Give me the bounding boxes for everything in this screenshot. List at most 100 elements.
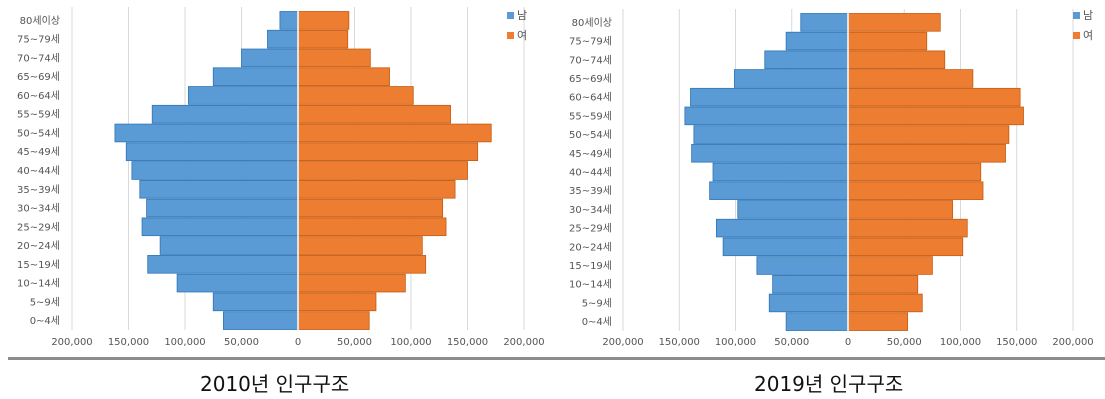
y-category-label: 10~14세 <box>569 279 612 291</box>
x-tick-label: 50,000 <box>774 337 809 348</box>
bar-male <box>690 87 849 107</box>
bar-female <box>297 198 444 218</box>
x-tick-label: 50,000 <box>887 337 922 348</box>
y-category-label: 10~14세 <box>17 278 60 290</box>
bar-female <box>297 217 447 237</box>
legend-label-female: 여 <box>1083 29 1093 42</box>
pyramid-chart-2019: 200,000 150,000 100,000 50,000 0 50,000 100,00… <box>569 9 1094 348</box>
y-category-label: 5~9세 <box>30 296 60 308</box>
y-category-label: 60~64세 <box>569 92 612 104</box>
bar-female <box>297 67 390 86</box>
bar-female <box>847 87 1021 107</box>
bar-male <box>712 162 849 182</box>
bar-male <box>785 312 849 331</box>
bar-female <box>297 161 468 180</box>
x-tick-label: 150,000 <box>447 337 488 348</box>
y-category-label: 60~64세 <box>17 90 60 102</box>
legend-swatch-male <box>507 12 514 19</box>
y-category-label: 70~74세 <box>17 52 60 64</box>
bar-male <box>151 104 299 124</box>
bar-male <box>691 144 849 163</box>
y-category-label: 20~24세 <box>569 241 612 253</box>
bar-male <box>772 274 849 294</box>
bar-male <box>785 31 849 51</box>
bar-female <box>847 31 928 51</box>
bar-female <box>847 312 909 331</box>
legend-swatch-male <box>1073 12 1080 19</box>
bar-male <box>176 273 299 293</box>
bar-male <box>187 86 299 105</box>
bar-female <box>847 125 1010 144</box>
bar-female <box>297 48 371 68</box>
legend-label-male: 남 <box>1083 9 1093 22</box>
x-tick-label: 100,000 <box>940 337 981 348</box>
bar-male <box>212 67 299 86</box>
bar-female <box>297 11 350 30</box>
pyramid-chart-2010: 200,000 150,000 100,000 50,000 0 50,000 100,00… <box>17 7 545 348</box>
x-tick-label: 50,000 <box>337 337 372 348</box>
bar-male <box>768 293 849 313</box>
legend-swatch-female <box>1073 32 1080 39</box>
bar-male <box>223 311 299 330</box>
bar-male <box>279 11 299 30</box>
bar-male <box>684 106 849 126</box>
bar-male <box>800 13 849 32</box>
section-divider <box>8 357 1105 360</box>
bar-female <box>847 274 919 294</box>
y-category-label: 25~29세 <box>17 221 60 233</box>
bar-male <box>159 236 299 255</box>
y-category-label: 75~79세 <box>17 34 60 46</box>
y-category-label: 70~74세 <box>569 54 612 66</box>
y-category-label: 45~49세 <box>17 146 60 158</box>
x-tick-label: 200,000 <box>1052 337 1093 348</box>
bar-female <box>297 255 427 274</box>
y-category-label: 0~4세 <box>582 316 612 328</box>
bar-male <box>737 200 849 219</box>
y-category-label: 0~4세 <box>30 315 60 327</box>
bar-female <box>297 179 456 199</box>
x-tick-label: 100,000 <box>164 337 205 348</box>
bar-male <box>147 255 299 274</box>
legend-label-male: 남 <box>517 9 527 22</box>
bar-male <box>141 217 299 237</box>
bar-male <box>114 123 299 143</box>
bar-male <box>709 181 849 200</box>
chart-caption-2010: 2010년 인구구조 <box>200 372 350 396</box>
y-category-label: 30~34세 <box>569 204 612 216</box>
y-category-label: 50~54세 <box>569 129 612 141</box>
y-category-label: 80세이상 <box>20 15 60 27</box>
bar-male <box>267 29 299 49</box>
y-category-label: 40~44세 <box>17 165 60 177</box>
bar-male <box>212 292 299 312</box>
legend-swatch-female <box>507 32 514 39</box>
y-category-label: 35~39세 <box>569 185 612 197</box>
bar-female <box>297 29 349 49</box>
bar-male <box>722 237 849 257</box>
bar-female <box>847 144 1006 163</box>
y-category-label: 25~29세 <box>569 223 612 235</box>
bar-male <box>756 256 849 275</box>
x-tick-label: 200,000 <box>51 337 92 348</box>
bar-female <box>847 106 1024 126</box>
y-category-label: 65~69세 <box>17 71 60 83</box>
bar-male <box>764 50 849 70</box>
bar-female <box>847 218 968 238</box>
bar-male <box>125 142 299 162</box>
bar-female <box>847 200 954 219</box>
bar-female <box>297 142 479 162</box>
y-category-label: 15~19세 <box>17 259 60 271</box>
chart-caption-2019: 2019년 인구구조 <box>754 372 904 396</box>
bar-female <box>847 256 933 275</box>
x-tick-label: 200,000 <box>503 337 544 348</box>
bar-female <box>847 69 974 88</box>
bar-female <box>297 311 370 330</box>
y-category-label: 5~9세 <box>582 297 612 309</box>
y-category-label: 55~59세 <box>17 109 60 121</box>
y-category-label: 15~19세 <box>569 260 612 272</box>
y-category-label: 80세이상 <box>572 17 612 29</box>
bar-female <box>297 123 492 143</box>
y-category-label: 30~34세 <box>17 203 60 215</box>
bar-female <box>847 237 964 257</box>
y-category-label: 45~49세 <box>569 148 612 160</box>
y-category-label: 50~54세 <box>17 127 60 139</box>
